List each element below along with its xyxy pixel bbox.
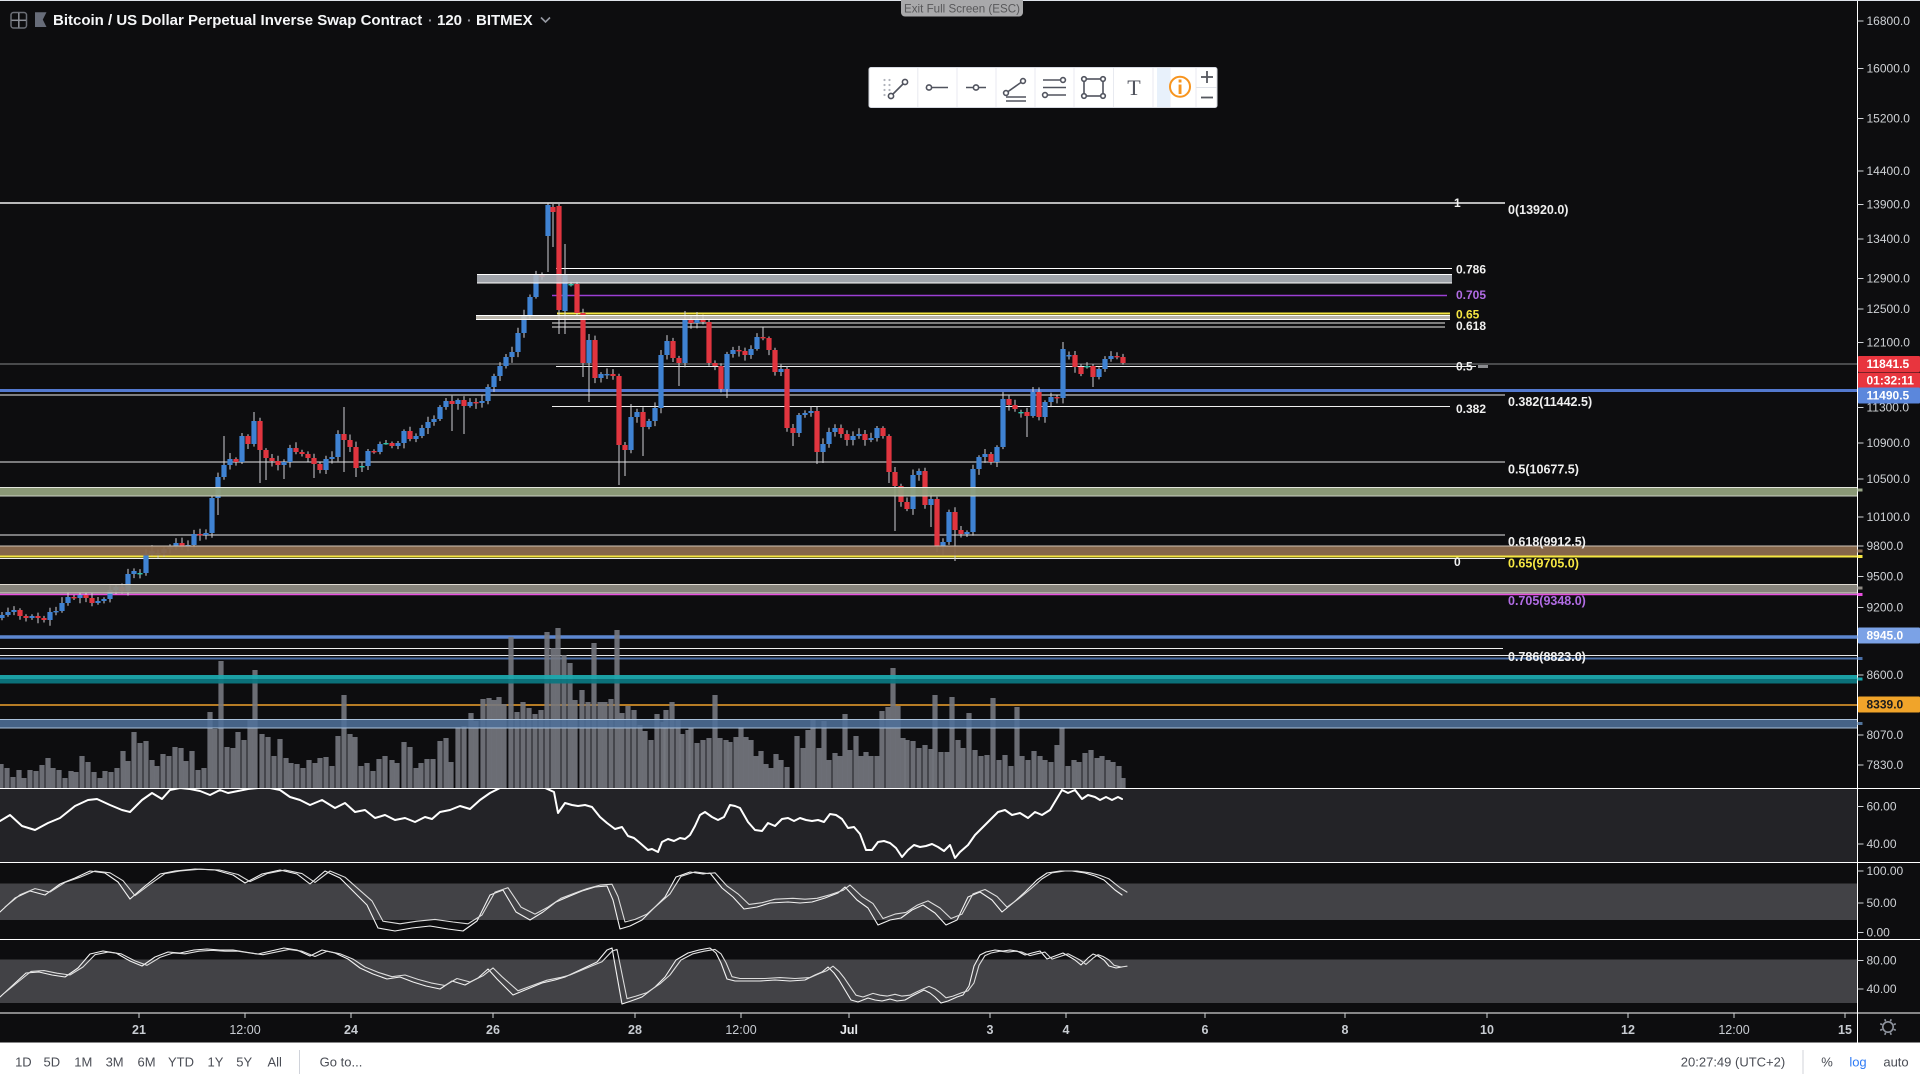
svg-text:0.705(9348.0): 0.705(9348.0) — [1508, 594, 1586, 608]
svg-text:0.786(8823.0): 0.786(8823.0) — [1508, 650, 1586, 664]
svg-text:26: 26 — [486, 1023, 500, 1037]
svg-text:12:00: 12:00 — [725, 1023, 756, 1037]
svg-text:11490.5: 11490.5 — [1867, 389, 1910, 403]
svg-text:13900.0: 13900.0 — [1867, 198, 1911, 212]
svg-text:1D: 1D — [15, 1055, 32, 1070]
svg-text:11841.5: 11841.5 — [1867, 357, 1910, 371]
svg-text:0.705: 0.705 — [1456, 288, 1486, 302]
svg-text:auto: auto — [1883, 1055, 1908, 1070]
svg-text:28: 28 — [628, 1023, 642, 1037]
svg-text:50.00: 50.00 — [1867, 896, 1897, 910]
svg-text:1Y: 1Y — [208, 1055, 224, 1070]
svg-text:80.00: 80.00 — [1867, 954, 1897, 968]
svg-text:20:27:49 (UTC+2): 20:27:49 (UTC+2) — [1681, 1055, 1785, 1070]
svg-text:Jul: Jul — [840, 1023, 858, 1037]
svg-text:9800.0: 9800.0 — [1867, 539, 1904, 553]
svg-text:0.5: 0.5 — [1456, 360, 1473, 374]
svg-text:60.00: 60.00 — [1867, 800, 1897, 814]
svg-text:4: 4 — [1063, 1023, 1070, 1037]
svg-text:log: log — [1849, 1055, 1866, 1070]
svg-text:·: · — [428, 12, 433, 28]
svg-text:12: 12 — [1621, 1023, 1635, 1037]
svg-text:1: 1 — [1454, 196, 1461, 210]
svg-text:5Y: 5Y — [236, 1055, 252, 1070]
svg-text:01:32:11: 01:32:11 — [1867, 374, 1915, 388]
svg-text:0.618: 0.618 — [1456, 319, 1486, 333]
svg-text:8: 8 — [1342, 1023, 1349, 1037]
svg-text:Exit Full Screen (ESC): Exit Full Screen (ESC) — [904, 2, 1020, 15]
svg-text:15200.0: 15200.0 — [1867, 112, 1911, 126]
svg-text:0.5(10677.5): 0.5(10677.5) — [1508, 463, 1579, 477]
svg-text:T: T — [1127, 75, 1141, 100]
svg-text:12500.0: 12500.0 — [1867, 302, 1911, 316]
svg-text:YTD: YTD — [168, 1055, 194, 1070]
svg-text:12900.0: 12900.0 — [1867, 272, 1911, 286]
svg-text:0.382(11442.5): 0.382(11442.5) — [1508, 395, 1592, 409]
svg-text:7830.0: 7830.0 — [1867, 758, 1904, 772]
svg-text:15: 15 — [1838, 1023, 1852, 1037]
svg-text:40.00: 40.00 — [1867, 982, 1897, 996]
svg-text:%: % — [1821, 1055, 1833, 1070]
svg-text:0: 0 — [1454, 555, 1461, 569]
svg-text:10: 10 — [1480, 1023, 1494, 1037]
svg-text:10100.0: 10100.0 — [1867, 510, 1911, 524]
svg-text:13400.0: 13400.0 — [1867, 232, 1911, 246]
svg-text:12100.0: 12100.0 — [1867, 336, 1911, 350]
svg-text:0.618(9912.5): 0.618(9912.5) — [1508, 535, 1586, 549]
svg-text:120: 120 — [437, 12, 462, 29]
svg-text:8945.0: 8945.0 — [1867, 629, 1904, 643]
svg-text:0.786: 0.786 — [1456, 263, 1486, 277]
svg-text:12:00: 12:00 — [1718, 1023, 1749, 1037]
svg-text:40.00: 40.00 — [1867, 837, 1897, 851]
svg-text:8600.0: 8600.0 — [1867, 668, 1904, 682]
svg-text:·: · — [467, 12, 472, 28]
svg-text:12:00: 12:00 — [229, 1023, 260, 1037]
svg-text:9200.0: 9200.0 — [1867, 601, 1904, 615]
svg-text:0.65(9705.0): 0.65(9705.0) — [1508, 557, 1579, 571]
svg-text:11300.0: 11300.0 — [1867, 401, 1910, 415]
svg-text:5D: 5D — [43, 1055, 60, 1070]
svg-text:0.65: 0.65 — [1456, 308, 1480, 322]
svg-text:Go to...: Go to... — [320, 1055, 363, 1070]
svg-text:16800.0: 16800.0 — [1867, 14, 1911, 28]
svg-text:16000.0: 16000.0 — [1867, 62, 1911, 76]
svg-text:3: 3 — [987, 1023, 994, 1037]
svg-text:6M: 6M — [137, 1055, 155, 1070]
svg-text:14400.0: 14400.0 — [1867, 164, 1911, 178]
svg-text:3M: 3M — [106, 1055, 124, 1070]
svg-text:9500.0: 9500.0 — [1867, 570, 1904, 584]
svg-text:0.00: 0.00 — [1867, 926, 1891, 940]
svg-text:6: 6 — [1202, 1023, 1209, 1037]
svg-text:21: 21 — [132, 1023, 146, 1037]
svg-text:8339.0: 8339.0 — [1867, 698, 1904, 712]
svg-text:BITMEX: BITMEX — [476, 12, 533, 29]
svg-text:10900.0: 10900.0 — [1867, 436, 1911, 450]
svg-text:10500.0: 10500.0 — [1867, 472, 1911, 486]
svg-text:Bitcoin / US Dollar Perpetual: Bitcoin / US Dollar Perpetual Inverse Sw… — [53, 12, 422, 29]
svg-text:1M: 1M — [74, 1055, 92, 1070]
svg-text:24: 24 — [344, 1023, 358, 1037]
svg-text:0.382: 0.382 — [1456, 402, 1486, 416]
svg-text:0(13920.0): 0(13920.0) — [1508, 203, 1568, 217]
svg-text:100.00: 100.00 — [1867, 864, 1904, 878]
svg-text:8070.0: 8070.0 — [1867, 728, 1904, 742]
svg-text:All: All — [267, 1055, 282, 1070]
